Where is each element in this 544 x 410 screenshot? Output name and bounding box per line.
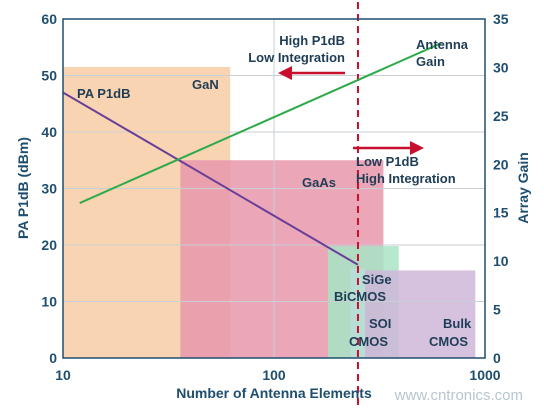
annotation-low-p1db: Low P1dB (356, 154, 419, 169)
region-label-bulk: Bulk (443, 316, 472, 331)
y-right-tick-label: 30 (493, 59, 509, 75)
y-right-tick-label: 5 (493, 302, 501, 318)
region-soi-cmos (350, 268, 366, 358)
y-axis-right-title: Array Gain (515, 152, 531, 224)
y-right-tick-label: 10 (493, 253, 509, 269)
annotation-high-integration: High Integration (356, 171, 456, 186)
y-left-tick-label: 40 (41, 124, 57, 140)
watermark-text: www.cntronics.com (394, 387, 523, 404)
x-axis-ticks: 10 100 1000 (55, 367, 501, 383)
x-tick-label: 1000 (469, 367, 500, 383)
y-right-tick-label: 15 (493, 205, 509, 221)
region-bulk-cmos (365, 270, 476, 358)
arrow-left-icon (278, 66, 345, 80)
region-label-soi: SOI (369, 316, 391, 331)
x-tick-label: 10 (55, 367, 71, 383)
series-pa-p1db (62, 91, 359, 266)
y-left-tick-label: 60 (41, 11, 57, 27)
pa-p1db-label: PA P1dB (77, 86, 130, 101)
annotation-low-integration: Low Integration (248, 50, 345, 65)
right-axis-ticks: 0 5 10 15 20 25 30 35 (493, 11, 509, 366)
x-tick-label: 100 (262, 367, 286, 383)
series-antenna-gain (79, 42, 442, 204)
y-left-tick-label: 10 (41, 294, 57, 310)
y-left-tick-label: 0 (49, 350, 57, 366)
annotation-high-p1db: High P1dB (279, 33, 345, 48)
y-right-tick-label: 25 (493, 108, 509, 124)
arrow-right-icon (353, 141, 424, 155)
y-left-tick-label: 50 (41, 68, 57, 84)
antenna-gain-label-2: Gain (416, 54, 445, 69)
region-label-bicmos: BiCMOS (334, 289, 386, 304)
y-right-tick-label: 0 (493, 350, 501, 366)
y-axis-left-title: PA P1dB (dBm) (15, 137, 31, 239)
y-right-tick-label: 20 (493, 156, 509, 172)
plot-frame (62, 18, 486, 359)
region-label-gaas: GaAs (302, 175, 336, 190)
antenna-gain-label-1: Antenna (416, 37, 469, 52)
region-label-bulk-cmos: CMOS (429, 334, 468, 349)
series-lines (62, 42, 442, 266)
region-label-gan: GaN (192, 77, 219, 92)
region-label-sige: SiGe (362, 272, 392, 287)
y-left-tick-label: 20 (41, 237, 57, 253)
y-right-tick-label: 35 (493, 11, 509, 27)
region-label-soi-cmos: CMOS (349, 334, 388, 349)
left-axis-ticks: 0 10 20 30 40 50 60 (41, 11, 57, 366)
y-left-tick-label: 30 (41, 181, 57, 197)
x-axis-title: Number of Antenna Elements (176, 385, 372, 401)
